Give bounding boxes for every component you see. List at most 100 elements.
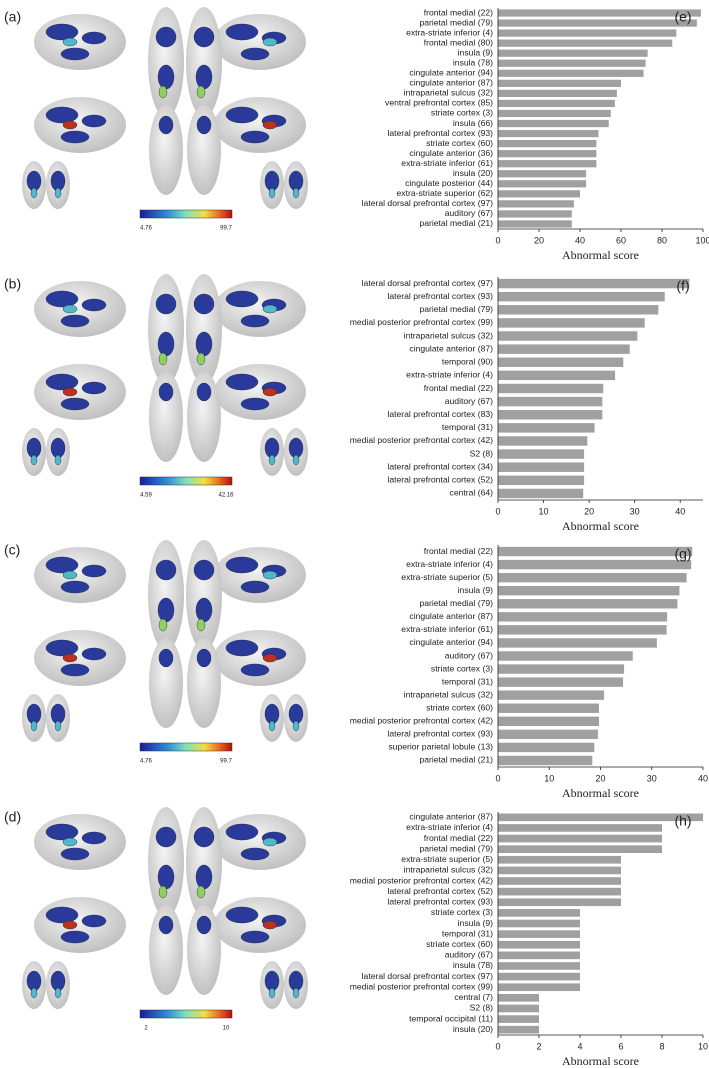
x-tick-label: 80	[657, 235, 667, 245]
bar	[498, 200, 574, 208]
panel-label: (c)	[4, 542, 20, 558]
activation	[193, 26, 215, 48]
activation	[30, 720, 38, 732]
bar	[498, 129, 599, 138]
activation	[240, 580, 270, 594]
category-label: striate cortex (60)	[426, 939, 493, 949]
activation	[45, 556, 79, 574]
category-label: lateral prefrontal cortex (93)	[387, 897, 493, 907]
x-tick-label: 20	[534, 235, 544, 245]
activation	[240, 847, 270, 861]
activation	[196, 618, 206, 632]
category-label: superior parietal lobule (13)	[388, 742, 493, 752]
cortex-bottom	[187, 105, 221, 195]
brain-panel: (d)LR210	[4, 807, 308, 1032]
activation	[268, 987, 276, 999]
activation	[157, 331, 175, 357]
cortex	[34, 14, 126, 70]
bar	[498, 716, 599, 726]
panel-label: (e)	[674, 9, 691, 25]
activation	[193, 559, 215, 581]
category-label: temporal (31)	[442, 422, 493, 432]
category-label: insula (78)	[453, 58, 493, 68]
x-axis-label: Abnormal score	[562, 519, 639, 533]
activation	[45, 23, 79, 41]
bar	[498, 824, 662, 832]
panel-label: (a)	[4, 9, 21, 25]
activation	[158, 382, 174, 402]
category-label: medial posterior prefrontal cortex (99)	[350, 981, 493, 991]
bar	[498, 855, 621, 864]
category-label: intraparietal sulcus (32)	[404, 689, 493, 699]
bar	[498, 703, 599, 713]
activation	[195, 64, 213, 90]
bar	[498, 79, 621, 87]
category-label: lateral prefrontal cortex (93)	[387, 729, 493, 739]
category-label: ventral prefrontal cortex (85)	[385, 98, 493, 108]
activation	[157, 597, 175, 623]
cortex-top	[148, 807, 184, 917]
bar	[498, 994, 539, 1002]
bar	[498, 462, 585, 472]
category-label: frontal medial (22)	[424, 383, 493, 393]
panel-label: (h)	[674, 813, 691, 829]
activation	[262, 387, 278, 397]
cortex-top	[148, 7, 184, 117]
x-tick-label: 60	[616, 235, 626, 245]
bar	[498, 866, 621, 875]
category-label: striate cortex (60)	[426, 703, 493, 713]
category-label: insula (9)	[458, 918, 493, 928]
category-label: central (7)	[454, 992, 493, 1002]
category-label: parietal medial (21)	[419, 218, 493, 228]
bar	[498, 488, 584, 499]
category-label: parietal medial (79)	[419, 598, 493, 608]
activation	[262, 37, 278, 47]
activation	[81, 298, 107, 312]
activation	[195, 597, 213, 623]
x-tick-label: 40	[698, 773, 708, 783]
bar	[498, 962, 580, 970]
category-label: lateral prefrontal cortex (52)	[387, 886, 493, 896]
activation	[196, 85, 206, 99]
category-label: intraparietal sulcus (32)	[404, 330, 493, 340]
x-tick-label: 10	[698, 1041, 708, 1051]
category-label: lateral prefrontal cortex (52)	[387, 475, 493, 485]
activation	[195, 331, 213, 357]
colorbar	[139, 742, 233, 752]
bar	[498, 742, 595, 753]
x-tick-label: 10	[544, 773, 554, 783]
category-label: insula (66)	[453, 118, 493, 128]
cortex-bottom	[187, 372, 221, 462]
cortex	[34, 630, 126, 686]
cortex	[34, 547, 126, 603]
activation	[81, 914, 107, 928]
bar	[498, 150, 597, 158]
x-tick-label: 20	[595, 773, 605, 783]
activation	[240, 930, 270, 944]
activation	[240, 663, 270, 677]
x-tick-label: 0	[495, 506, 500, 516]
category-label: lateral dorsal prefrontal cortex (97)	[362, 971, 493, 981]
colorbar-min: 4.76	[140, 226, 152, 232]
bar	[498, 690, 605, 700]
activation	[60, 847, 90, 861]
activation	[292, 454, 300, 466]
cortex	[214, 281, 306, 337]
activation	[196, 648, 212, 668]
activation	[54, 454, 62, 466]
panel-label: (d)	[4, 809, 21, 825]
category-label: temporal (90)	[442, 357, 493, 367]
activation	[292, 187, 300, 199]
activation	[81, 831, 107, 845]
x-tick-label: 30	[630, 506, 640, 516]
bar	[498, 813, 703, 822]
colorbar-min: 2	[144, 1026, 148, 1032]
bar	[498, 190, 580, 198]
activation	[60, 130, 90, 144]
activation	[62, 653, 78, 663]
colorbar-min: 4.59	[140, 493, 152, 499]
colorbar-max: 10	[223, 1026, 230, 1032]
activation	[54, 187, 62, 199]
bar	[498, 638, 657, 648]
